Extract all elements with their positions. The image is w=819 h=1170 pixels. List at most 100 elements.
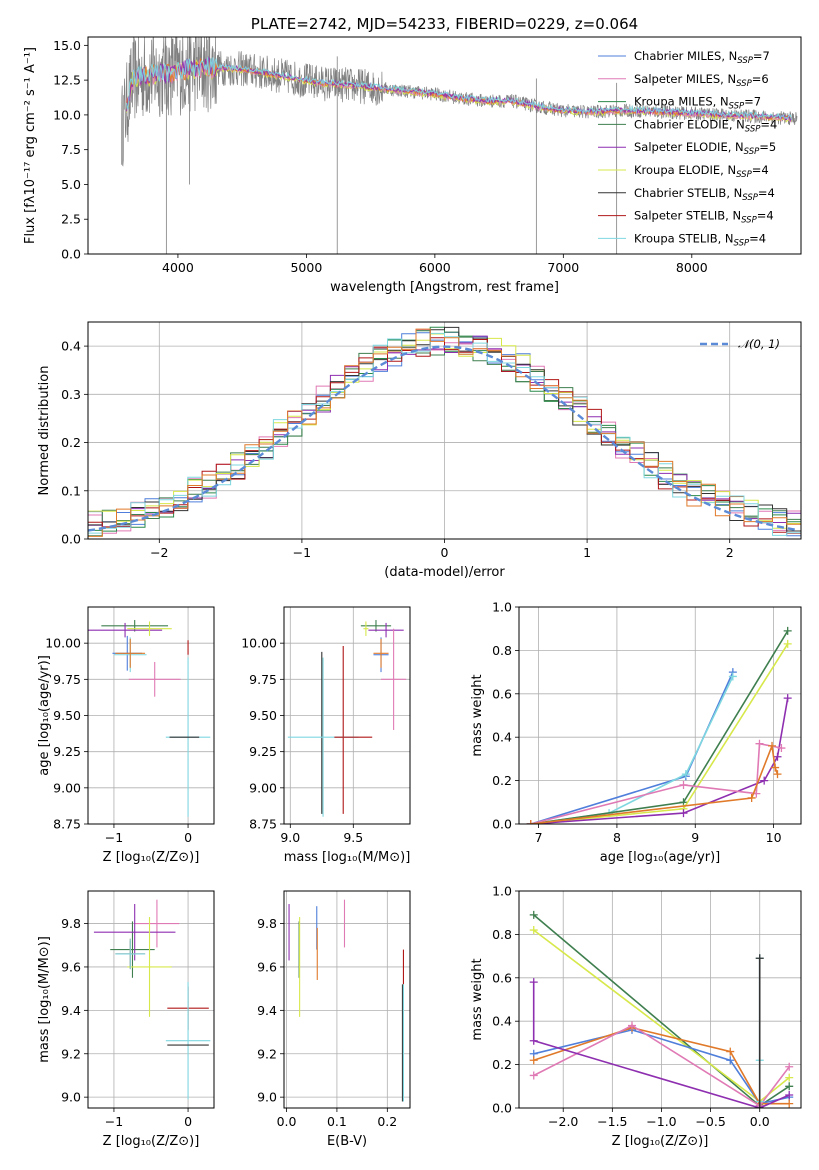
panel-weight_vs_age: 7 8 9 10 0.0 0.2 0.4 0.6 0.8 1.0 age [log₁₀(age/yr… xyxy=(470,600,802,865)
x-tick-label: 9 xyxy=(691,830,699,845)
legend-label-sub: SSP xyxy=(742,193,758,203)
panel-weight_vs_Z: −2.0 −1.5 −1.0 −0.5 0.0 0.0 0.2 0.4 0.6 0.8 1.0 Z [… xyxy=(470,884,802,1149)
legend-label: Salpeter ELODIE, NSSP=5 xyxy=(634,140,776,157)
legend-label-sub: SSP xyxy=(736,79,752,89)
weight-marker xyxy=(681,770,690,779)
y-tick-label: 2.5 xyxy=(61,212,81,227)
panel-mass_vs_Z: −1 0 9.0 9.2 9.4 9.6 9.8 Z [log₁₀(Z/Z⊙)] mass [l… xyxy=(37,890,215,1149)
x-tick-label: 0.0 xyxy=(277,1114,297,1129)
weight-marker xyxy=(529,926,538,935)
residual-histogram xyxy=(88,335,801,528)
y-tick-label: 9.6 xyxy=(61,959,81,974)
x-tick-label: 0.0 xyxy=(750,1114,770,1129)
axes-frame xyxy=(87,36,802,255)
weight-marker xyxy=(783,626,792,635)
weight-marker xyxy=(526,820,535,824)
legend-label-value: =4 xyxy=(758,186,775,200)
legend-label: 𝒩(0, 1) xyxy=(738,337,780,351)
legend-label-value: =4 xyxy=(752,163,769,177)
chart-title: PLATE=2742, MJD=54233, FIBERID=0229, z=0… xyxy=(251,15,638,33)
legend-label-text: Salpeter ELODIE, N xyxy=(634,140,744,154)
legend-label-text: Salpeter MILES, N xyxy=(634,72,736,86)
y-tick-label: 0.8 xyxy=(492,927,512,942)
y-tick-label: 0.2 xyxy=(492,773,512,788)
legend-label-sub: SSP xyxy=(737,56,753,66)
legend-label-value: =7 xyxy=(744,95,761,109)
y-tick-label: 9.4 xyxy=(61,1003,81,1018)
y-tick-label: 9.75 xyxy=(53,672,81,687)
y-tick-label: 9.00 xyxy=(53,780,81,795)
y-tick-label: 0.2 xyxy=(492,1057,512,1072)
x-axis-label: Z [log₁₀(Z/Z⊙)] xyxy=(612,1134,709,1149)
x-tick-label: 0.2 xyxy=(377,1114,397,1129)
panel-age_vs_Z: −1 0 8.75 9.00 9.25 9.50 9.75 10.00 Z [log₁₀(Z/Z… xyxy=(37,606,215,865)
x-tick-label: 8000 xyxy=(676,260,708,275)
axes-frame xyxy=(283,890,411,1109)
weight-marker xyxy=(785,1099,794,1108)
axes-frame xyxy=(283,606,411,825)
legend-label-text: Chabrier STELIB, N xyxy=(634,186,742,200)
legend-label-sub: SSP xyxy=(729,102,745,112)
legend-label-text: Kroupa STELIB, N xyxy=(634,231,734,245)
x-tick-label: 6000 xyxy=(419,260,451,275)
weight-marker xyxy=(679,780,688,789)
y-tick-label: 0.1 xyxy=(61,483,81,498)
weight-marker xyxy=(773,770,782,779)
weight-marker xyxy=(726,1047,735,1056)
y-axis-label: mass [log₁₀(M/M⊙)] xyxy=(37,936,52,1063)
x-tick-label: −1.0 xyxy=(646,1114,676,1129)
weight-marker xyxy=(529,910,538,919)
legend-label-text: Chabrier MILES, N xyxy=(634,49,737,63)
x-tick-label: −1 xyxy=(105,1114,123,1129)
observed-spectrum-line xyxy=(121,37,798,167)
y-tick-label: 0.6 xyxy=(492,686,512,701)
legend-label-value: =4 xyxy=(760,117,777,131)
weight-marker xyxy=(747,793,756,802)
legend-label-value: =4 xyxy=(749,231,766,245)
y-tick-label: 12.5 xyxy=(53,73,81,88)
residual-histogram xyxy=(88,332,801,536)
x-axis-label: mass [log₁₀(M/M⊙)] xyxy=(284,850,411,865)
legend-label: Salpeter MILES, NSSP=6 xyxy=(634,72,769,89)
x-tick-label: −1 xyxy=(105,830,123,845)
y-tick-label: 9.0 xyxy=(257,1090,277,1105)
legend-label-text: Chabrier ELODIE, N xyxy=(634,117,745,131)
y-tick-label: 9.4 xyxy=(257,1003,277,1018)
legend-label: Chabrier MILES, NSSP=7 xyxy=(634,49,770,66)
y-tick-label: 0.0 xyxy=(492,1101,512,1116)
legend-label: Salpeter STELIB, NSSP=4 xyxy=(634,209,774,226)
x-axis-label: Z [log₁₀(Z/Z⊙)] xyxy=(103,1134,200,1149)
legend-label-text: Salpeter STELIB, N xyxy=(634,209,741,223)
x-tick-label: 4000 xyxy=(162,260,194,275)
weight-marker xyxy=(771,763,780,772)
legend-label-value: =5 xyxy=(759,140,776,154)
weight-marker xyxy=(529,1071,538,1080)
x-tick-label: 7 xyxy=(535,830,543,845)
x-tick-label: 10 xyxy=(766,830,782,845)
gridlines xyxy=(519,890,801,1109)
x-axis-label: age [log₁₀(age/yr)] xyxy=(600,850,721,865)
weight-marker xyxy=(726,1056,735,1065)
weight-marker xyxy=(755,1104,764,1108)
x-tick-label: −1.5 xyxy=(597,1114,627,1129)
x-tick-label: 1 xyxy=(583,545,591,560)
x-tick-label: 0 xyxy=(184,830,192,845)
model-spectrum-line xyxy=(125,55,793,122)
plot-area-mass_vs_EBV xyxy=(288,899,404,1102)
legend-label: Chabrier STELIB, NSSP=4 xyxy=(634,186,775,203)
y-axis-label: mass weight xyxy=(470,958,485,1040)
weight-marker xyxy=(679,809,688,818)
plot-area-age_vs_Z xyxy=(88,620,211,817)
legend-label-sub: SSP xyxy=(741,216,757,226)
axes-frame xyxy=(518,606,802,825)
plot-area-residuals xyxy=(88,326,801,537)
y-tick-label: 8.75 xyxy=(53,817,81,832)
gridlines xyxy=(284,891,410,1108)
weight-marker xyxy=(627,1021,636,1030)
x-axis-label: Z [log₁₀(Z/Z⊙)] xyxy=(103,850,200,865)
model-spectrum-line xyxy=(125,57,793,121)
x-tick-label: −1 xyxy=(293,545,311,560)
y-tick-label: 9.75 xyxy=(249,672,277,687)
y-tick-label: 9.8 xyxy=(61,916,81,931)
